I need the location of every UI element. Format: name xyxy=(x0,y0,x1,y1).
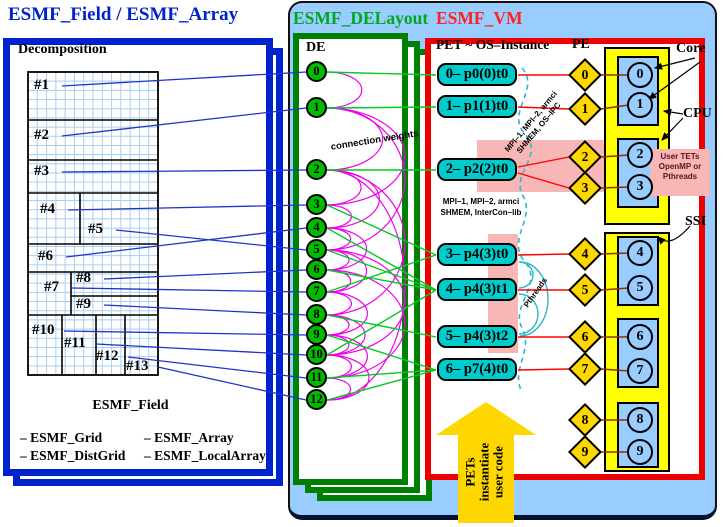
core-circle-4: 4 xyxy=(627,240,653,266)
de-column-header: DE xyxy=(306,40,326,55)
pet-box-6: 6– p7(4)t0 xyxy=(437,358,517,381)
region-label-5: #5 xyxy=(88,221,103,237)
core-circle-6: 6 xyxy=(627,324,653,350)
pe-diamond-label-0: 0 xyxy=(581,67,589,82)
region-label-2: #2 xyxy=(34,127,49,143)
de-circle-8: 8 xyxy=(306,304,327,325)
pe-diamond-label-7: 7 xyxy=(581,361,589,376)
core-circle-1: 1 xyxy=(627,92,653,118)
core-circle-0: 0 xyxy=(627,62,653,88)
mpi-intercon-line2: SHMEM, InterCon–lib xyxy=(440,208,522,217)
legend-array: – ESMF_Array xyxy=(144,430,234,445)
de-circle-5: 5 xyxy=(306,239,327,260)
user-tets-line2: OpenMP or xyxy=(658,162,702,171)
mpi-intercon-label: MPI–1, MPI–2, armci SHMEM, InterCon–lib xyxy=(432,196,530,218)
pe-diamond-label-1: 1 xyxy=(581,101,589,116)
user-tets-line3: Pthreads xyxy=(662,172,698,181)
region-label-9: #9 xyxy=(76,296,91,312)
footer-title: ESMF_Field xyxy=(92,398,169,413)
cpu-label: CPU xyxy=(683,106,712,121)
region-label-4: #4 xyxy=(40,201,55,217)
pe-diamond-label-2: 2 xyxy=(581,149,589,164)
legend-distgrid: – ESMF_DistGrid xyxy=(20,448,126,463)
vm-title: ESMF_VM xyxy=(436,8,523,28)
pet-box-4: 4– p4(3)t1 xyxy=(437,278,517,301)
ssi-label: SSI xyxy=(685,214,707,229)
region-label-8: #8 xyxy=(76,270,91,286)
pe-diamond-label-3: 3 xyxy=(581,180,589,195)
pet-column-header: PET ~ OS–Instance xyxy=(436,37,550,52)
pe-diamond-label-9: 9 xyxy=(581,444,589,459)
user-tets-label: User TETs OpenMP or Pthreads xyxy=(650,152,710,182)
core-label: Core xyxy=(676,41,706,56)
core-circle-5: 5 xyxy=(627,275,653,301)
pe-diamond-label-8: 8 xyxy=(581,412,589,427)
pet-box-2: 2– p2(2)t0 xyxy=(437,158,517,181)
region-label-13: #13 xyxy=(126,358,149,374)
de-circle-11: 11 xyxy=(306,367,327,388)
pet-box-1: 1– p1(1)t0 xyxy=(437,95,517,118)
user-tets-line1: User TETs xyxy=(660,152,700,161)
region-label-1: #1 xyxy=(34,77,49,93)
pet-box-3: 3– p4(3)t0 xyxy=(437,243,517,266)
arrow-line2: instantiate xyxy=(476,442,492,502)
region-label-12: #12 xyxy=(96,348,119,364)
region-label-7: #7 xyxy=(44,279,59,295)
pe-diamond-label-6: 6 xyxy=(581,329,589,344)
region-label-11: #11 xyxy=(64,335,86,351)
arrow-line3: user code xyxy=(490,445,506,499)
field-array-title: ESMF_Field / ESMF_Array xyxy=(8,4,239,25)
de-circle-3: 3 xyxy=(306,194,327,215)
pet-box-5: 5– p4(3)t2 xyxy=(437,325,517,348)
pe-diamond-label-5: 5 xyxy=(581,282,589,297)
legend-grid: – ESMF_Grid xyxy=(20,430,103,445)
pets-instantiate-label: PETs instantiate user code xyxy=(462,425,508,520)
arrow-line1: PETs xyxy=(462,457,478,487)
region-label-6: #6 xyxy=(38,248,53,264)
delayout-title: ESMF_DELayout xyxy=(293,8,429,28)
de-circle-10: 10 xyxy=(306,344,327,365)
region-label-3: #3 xyxy=(34,163,49,179)
core-circle-9: 9 xyxy=(627,439,653,465)
core-circle-7: 7 xyxy=(627,358,653,384)
de-circle-7: 7 xyxy=(306,281,327,302)
user-tets-highlight xyxy=(650,149,710,196)
de-circle-1: 1 xyxy=(306,97,327,118)
de-circle-4: 4 xyxy=(306,217,327,238)
de-circle-2: 2 xyxy=(306,159,327,180)
pet-box-0: 0– p0(0)t0 xyxy=(437,63,517,86)
de-circle-9: 9 xyxy=(306,324,327,345)
de-circle-0: 0 xyxy=(306,61,327,82)
core-circle-2: 2 xyxy=(627,142,653,168)
core-circle-8: 8 xyxy=(627,407,653,433)
legend-localarray: – ESMF_LocalArray xyxy=(144,448,266,463)
pe-diamond-label-4: 4 xyxy=(581,246,589,261)
de-circle-6: 6 xyxy=(306,259,327,280)
mpi-intercon-line1: MPI–1, MPI–2, armci xyxy=(442,197,520,206)
decomposition-heading: Decomposition xyxy=(18,42,107,57)
de-circle-12: 12 xyxy=(306,389,327,410)
core-circle-3: 3 xyxy=(627,174,653,200)
region-label-10: #10 xyxy=(32,322,55,338)
pe-column-header: PE xyxy=(572,37,590,52)
